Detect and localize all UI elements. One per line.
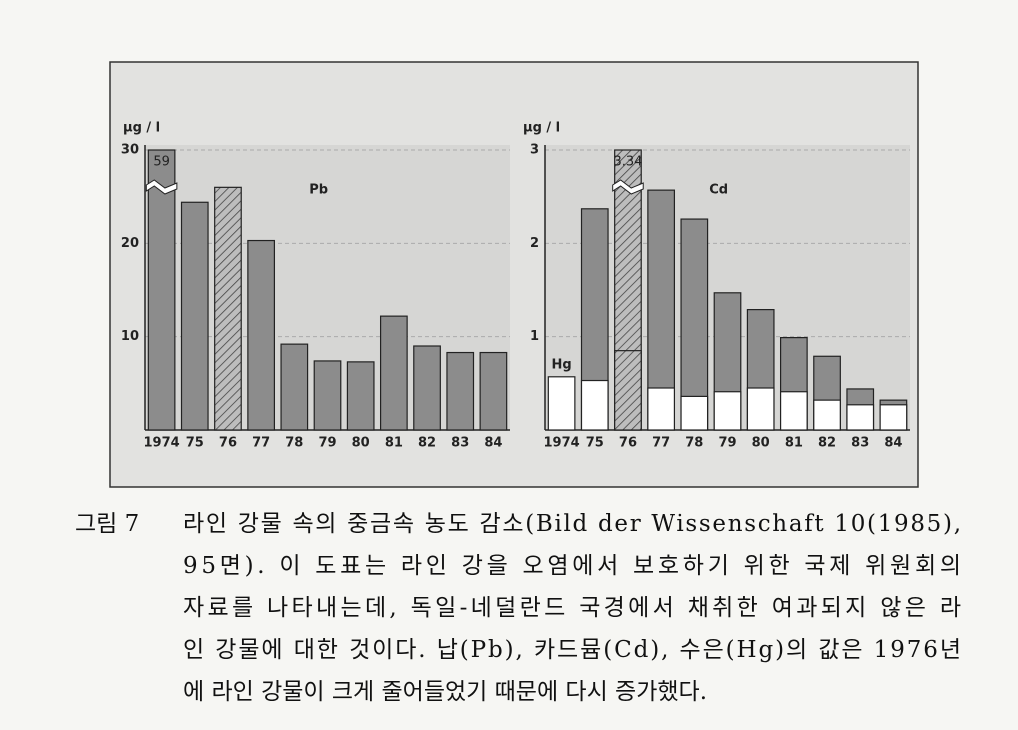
caption-line: 라인 강물 속의 중금속 농도 감소(Bild der Wissenschaft… bbox=[183, 511, 961, 537]
x-tick-label: 80 bbox=[752, 436, 770, 451]
y-tick-label: 20 bbox=[121, 236, 139, 251]
axis-break bbox=[612, 179, 644, 195]
x-tick-label: 80 bbox=[352, 436, 370, 451]
x-tick-label: 82 bbox=[818, 436, 836, 451]
bar bbox=[713, 391, 742, 431]
bar bbox=[779, 391, 808, 431]
series-label: Hg bbox=[551, 357, 571, 372]
bar bbox=[614, 350, 642, 431]
bar bbox=[647, 387, 676, 431]
y-tick-label: 1 bbox=[530, 329, 539, 344]
bar bbox=[547, 376, 576, 431]
x-tick-label: 84 bbox=[884, 436, 902, 451]
bar bbox=[746, 387, 775, 431]
bar bbox=[879, 404, 908, 431]
bar bbox=[214, 186, 242, 431]
axis-break bbox=[145, 179, 178, 195]
caption-label: 그림 7 bbox=[75, 511, 139, 537]
x-tick-label: 1974 bbox=[543, 436, 579, 451]
y-tick-label: 10 bbox=[121, 329, 139, 344]
x-tick-label: 78 bbox=[285, 436, 303, 451]
bar bbox=[846, 404, 875, 431]
series-label: Pb bbox=[309, 183, 328, 198]
data-label: 3.34 bbox=[613, 155, 642, 170]
x-tick-label: 83 bbox=[851, 436, 869, 451]
y-axis-label: μg / l bbox=[523, 121, 560, 136]
caption-line: 에 라인 강물이 크게 줄어들었기 때문에 다시 증가했다. bbox=[183, 679, 707, 705]
bar bbox=[379, 315, 408, 431]
caption-line: 95면). 이 도표는 라인 강을 오염에서 보호하기 위한 국제 위원회의 bbox=[183, 553, 961, 579]
x-tick-label: 82 bbox=[418, 436, 436, 451]
bar bbox=[446, 351, 475, 431]
x-tick-label: 79 bbox=[318, 436, 336, 451]
bar bbox=[280, 343, 309, 431]
x-tick-label: 83 bbox=[451, 436, 469, 451]
series-label: Cd bbox=[709, 183, 728, 198]
x-tick-label: 81 bbox=[385, 436, 403, 451]
x-tick-label: 78 bbox=[685, 436, 703, 451]
bar bbox=[479, 351, 508, 431]
bar bbox=[680, 395, 709, 431]
bar bbox=[680, 218, 709, 431]
bar bbox=[313, 360, 342, 431]
bar bbox=[180, 201, 209, 431]
bar bbox=[346, 361, 375, 431]
bar bbox=[147, 149, 176, 431]
bar bbox=[413, 345, 441, 431]
x-tick-label: 75 bbox=[586, 436, 604, 451]
x-tick-label: 76 bbox=[219, 436, 237, 451]
caption-line: 자료를 나타내는데, 독일-네덜란드 국경에서 채취한 여과되지 않은 라 bbox=[183, 595, 961, 621]
y-tick-label: 3 bbox=[530, 143, 539, 158]
bar bbox=[247, 239, 276, 431]
x-tick-label: 79 bbox=[718, 436, 736, 451]
x-tick-label: 75 bbox=[186, 436, 204, 451]
caption-line: 인 강물에 대한 것이다. 납(Pb), 카드뮴(Cd), 수은(Hg)의 값은… bbox=[183, 637, 961, 663]
bar bbox=[813, 399, 841, 431]
data-label: 59 bbox=[153, 155, 170, 170]
x-tick-label: 1974 bbox=[143, 436, 179, 451]
x-tick-label: 84 bbox=[484, 436, 502, 451]
x-tick-label: 81 bbox=[785, 436, 803, 451]
x-tick-label: 76 bbox=[619, 436, 637, 451]
bar bbox=[580, 379, 609, 431]
y-tick-label: 2 bbox=[530, 236, 539, 251]
x-tick-label: 77 bbox=[652, 436, 670, 451]
y-tick-label: 30 bbox=[121, 143, 139, 158]
x-tick-label: 77 bbox=[252, 436, 270, 451]
y-axis-label: μg / l bbox=[123, 121, 160, 136]
